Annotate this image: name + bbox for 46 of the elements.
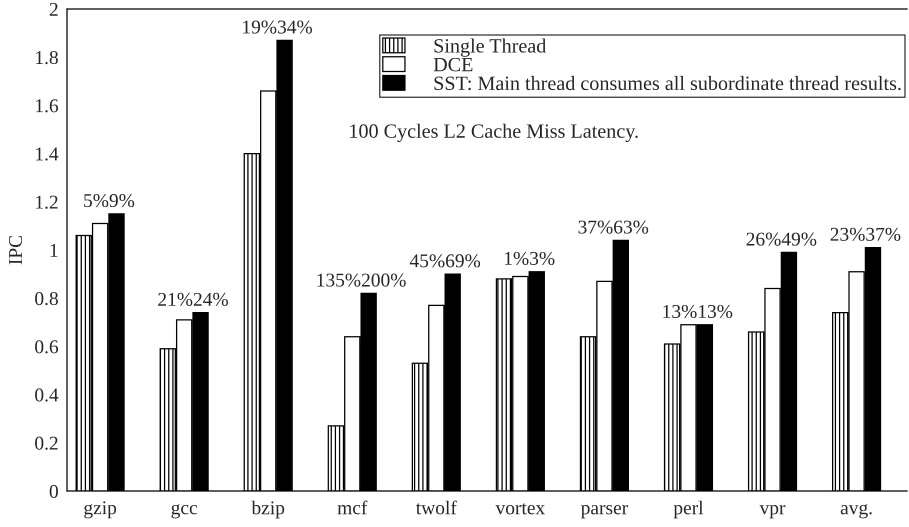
annotation: 19% [243, 20, 276, 34]
annotation: 21% [158, 292, 192, 306]
legend-label: SST: Main thread consumes all subordinate thread results. [434, 76, 901, 90]
annotation: 24% [194, 292, 228, 306]
annotation: 34% [278, 20, 312, 34]
x-tick-label: twolf [416, 500, 457, 514]
y-tick-label: 1.2 [36, 196, 58, 209]
x-tick-label: vortex [496, 503, 545, 514]
annotation: 45% [410, 254, 444, 268]
y-tick-label: 0 [50, 484, 58, 498]
annotation: 5% [84, 194, 108, 208]
annotation: 37% [866, 228, 900, 241]
legend-label: DCE [434, 58, 472, 72]
y-tick-label: 0.4 [35, 388, 58, 402]
annotation: 3% [530, 252, 554, 266]
annotation: 13% [699, 304, 732, 318]
x-tick-label: mcf [338, 500, 368, 514]
annotation: 23% [830, 228, 865, 241]
annotation: 9% [110, 194, 134, 208]
annotation: 69% [446, 254, 480, 268]
annotation: 135% [317, 274, 360, 287]
annotation: 37% [578, 220, 613, 234]
annotation: 13% [663, 304, 697, 318]
annotation: 200% [362, 274, 406, 287]
y-tick-label: 0.6 [35, 340, 58, 354]
x-tick-label: perl [674, 500, 704, 518]
y-tick-label: 1.8 [36, 51, 58, 64]
annotation: 63% [614, 220, 648, 234]
y-tick-label: 1.4 [36, 148, 58, 161]
annotation: 26% [746, 232, 781, 246]
y-tick-label: 0.2 [35, 436, 58, 450]
x-tick-label: gzip [84, 501, 116, 518]
annotation: 49% [782, 232, 816, 246]
legend-label: Single Thread [434, 38, 546, 57]
x-tick-label: bzip [251, 500, 284, 518]
y-tick-label: 1.6 [36, 99, 58, 112]
y-tick-label: 2 [50, 2, 58, 16]
y-axis-title: IPC [9, 236, 22, 264]
x-tick-label: vpr [760, 505, 786, 518]
annotation: 100 Cycles L2 Cache Miss Latency. [350, 124, 638, 142]
x-tick-label: parser [580, 505, 628, 518]
x-tick-label: gcc [172, 504, 198, 518]
x-tick-label: avg. [840, 504, 872, 518]
y-tick-label: 0.8 [35, 292, 58, 306]
annotation: 1% [504, 252, 529, 266]
y-tick-label: 1 [50, 244, 58, 257]
